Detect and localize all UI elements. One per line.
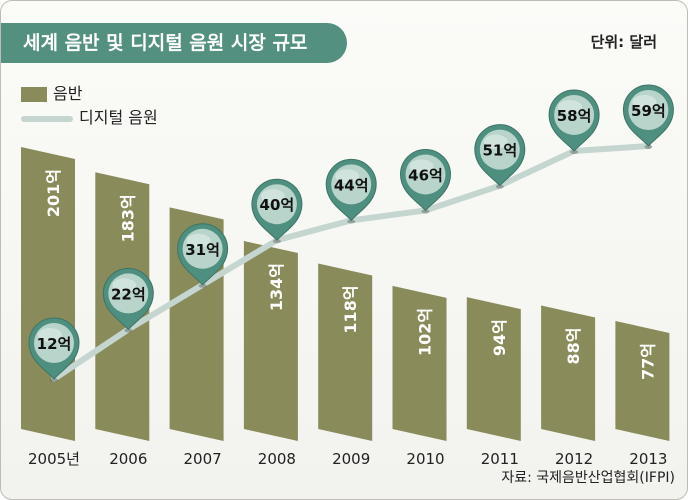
line-label-2: 31억	[185, 241, 220, 259]
pin-5: 46억	[399, 149, 452, 214]
bar-4	[318, 263, 373, 441]
legend-item-bar: 음반	[21, 83, 82, 105]
pin-face-3	[256, 184, 297, 225]
pin-shadow-0	[50, 378, 58, 382]
pin-shadow-1	[124, 328, 133, 333]
bar-7	[541, 305, 596, 441]
x-tick-6: 2011	[481, 450, 519, 468]
x-tick-1: 2006	[109, 450, 147, 468]
x-tick-2: 2007	[184, 450, 222, 468]
line-label-3: 40억	[260, 196, 295, 214]
bar-label-7: 88억	[564, 328, 583, 365]
legend-item-line: 디지털 음원	[21, 107, 158, 129]
pin-face-2	[182, 228, 223, 269]
line-label-5: 46억	[408, 166, 443, 184]
pin-face-5	[405, 154, 446, 195]
pin-shadow-2	[198, 283, 207, 288]
x-tick-4: 2009	[332, 450, 370, 468]
pin-2: 31억	[177, 223, 229, 288]
unit-label: 단위: 달러	[590, 33, 657, 51]
legend-label-bar: 음반	[53, 84, 83, 103]
bar-label-1: 183억	[118, 194, 137, 242]
pin-4: 44억	[325, 158, 377, 224]
pin-face-4	[331, 164, 372, 205]
source-note: 자료: 국제음반산업협회(IFPI)	[501, 470, 675, 486]
pin-gloss-6	[483, 134, 508, 149]
line-label-8: 59억	[631, 102, 666, 120]
x-tick-3: 2008	[258, 450, 296, 468]
pin-gloss-4	[335, 169, 360, 184]
legend-swatch-bar	[21, 87, 47, 102]
pin-shadow-3	[272, 239, 281, 244]
pin-gloss-1	[112, 278, 137, 293]
pin-6: 51억	[474, 124, 526, 189]
bar-label-3: 134억	[267, 263, 286, 311]
pin-0: 12억	[28, 317, 80, 382]
pin-gloss-2	[186, 233, 211, 248]
bar-3	[243, 241, 298, 441]
x-tick-5: 2010	[406, 450, 444, 468]
pin-shadow-6	[495, 184, 504, 189]
pin-face-8	[628, 90, 669, 130]
pin-face-1	[108, 273, 149, 314]
pin-shadow-4	[347, 219, 356, 224]
bar-label-4: 118억	[341, 285, 360, 333]
bar-8	[615, 320, 670, 441]
pin-3: 40억	[251, 178, 303, 244]
pin-face-7	[554, 94, 595, 135]
bar-label-8: 77억	[638, 343, 657, 380]
line-label-4: 44억	[334, 176, 369, 194]
bar-5	[392, 285, 447, 441]
pin-gloss-3	[260, 189, 285, 204]
pin-gloss-7	[558, 99, 583, 114]
x-tick-8: 2013	[629, 450, 667, 468]
line-label-7: 58억	[557, 107, 592, 125]
pin-gloss-5	[409, 159, 434, 174]
pin-7: 58억	[548, 89, 600, 154]
pin-shadow-7	[570, 149, 579, 154]
pin-gloss-8	[632, 95, 657, 109]
title-banner	[1, 23, 347, 63]
x-tick-0: 2005년	[28, 450, 80, 468]
line-label-6: 51억	[482, 142, 517, 160]
pin-shadow-5	[421, 209, 430, 214]
bar-label-6: 94억	[490, 319, 509, 356]
line-label-0: 12억	[37, 335, 72, 353]
pin-1: 22억	[102, 268, 154, 333]
pin-face-0	[34, 323, 74, 363]
line-label-1: 22억	[111, 285, 146, 303]
pin-8: 59억	[622, 84, 674, 149]
pin-face-6	[479, 129, 520, 170]
pin-shadow-8	[644, 145, 653, 149]
legend-swatch-line	[21, 115, 73, 122]
legend-label-line: 디지털 음원	[79, 108, 158, 127]
x-tick-7: 2012	[555, 450, 593, 468]
pin-gloss-0	[38, 328, 62, 342]
bar-label-0: 201억	[44, 169, 63, 217]
chart-title: 세계 음반 및 디지털 음원 시장 규모	[23, 32, 308, 54]
bar-6	[466, 297, 521, 441]
bar-label-5: 102억	[416, 308, 435, 356]
